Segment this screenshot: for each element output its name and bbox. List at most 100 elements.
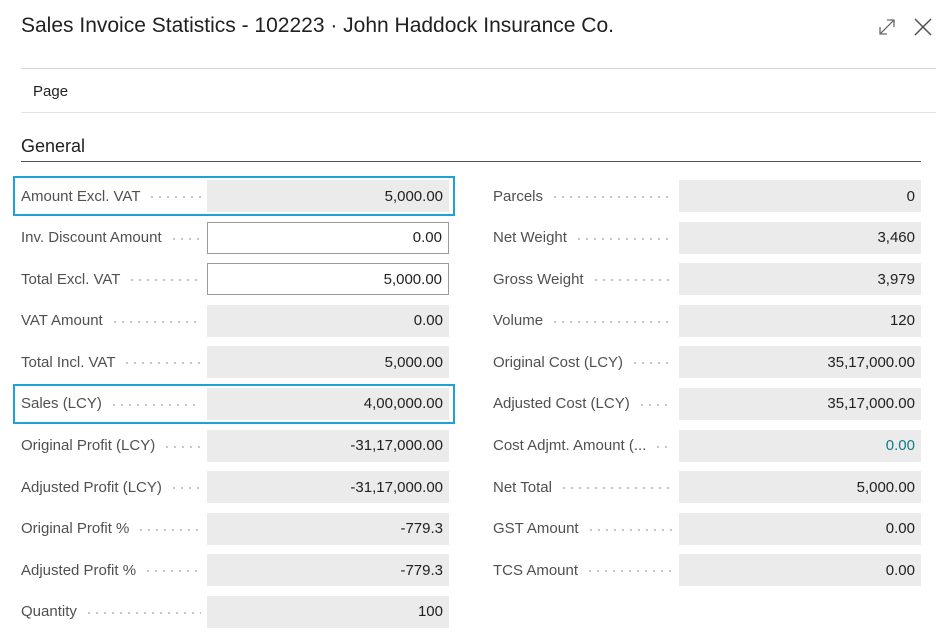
field-value: -31,17,000.00 xyxy=(207,429,449,462)
label-leader-dots xyxy=(169,487,201,490)
field-label-text: Volume xyxy=(493,312,544,330)
field-label: Adjusted Cost (LCY) xyxy=(493,395,679,412)
field-label-text: Original Cost (LCY) xyxy=(493,353,624,371)
field-row: Original Profit % -779.3 xyxy=(21,512,449,545)
expand-icon[interactable] xyxy=(876,16,898,38)
field-label: GST Amount xyxy=(493,520,679,537)
label-leader-dots xyxy=(123,362,201,365)
field-label-text: Amount Excl. VAT xyxy=(21,187,141,205)
field-label-text: Quantity xyxy=(21,603,77,621)
field-row: GST Amount 0.00 xyxy=(493,512,921,545)
field-row: VAT Amount 0.00 xyxy=(21,304,449,337)
field-label: Original Cost (LCY) xyxy=(493,354,679,371)
field-value: 5,000.00 xyxy=(679,471,921,504)
field-label: Volume xyxy=(493,312,679,329)
field-label: Inv. Discount Amount xyxy=(21,229,207,246)
field-label-text: Gross Weight xyxy=(493,270,584,288)
field-label: Cost Adjmt. Amount (... xyxy=(493,437,679,454)
action-bar-divider xyxy=(21,112,936,113)
field-label: Original Profit % xyxy=(21,520,207,537)
field-label-text: Net Weight xyxy=(493,229,567,247)
field-value: 100 xyxy=(207,595,449,628)
field-input[interactable]: 0.00 xyxy=(207,221,449,254)
field-label: TCS Amount xyxy=(493,562,679,579)
field-label-text: TCS Amount xyxy=(493,561,579,579)
field-row: Original Profit (LCY) -31,17,000.00 xyxy=(21,429,449,462)
label-leader-dots xyxy=(148,196,201,198)
field-value: 5,000.00 xyxy=(207,180,449,212)
label-leader-dots xyxy=(109,403,201,406)
right-field-column: Parcels 0 Net Weight 3,460 Gross Weight 3,979… xyxy=(493,180,921,596)
field-row: Net Total 5,000.00 xyxy=(493,471,921,504)
close-icon[interactable] xyxy=(912,16,934,38)
field-row: Volume 120 xyxy=(493,304,921,337)
field-row: Total Incl. VAT 5,000.00 xyxy=(21,346,449,379)
field-label: Amount Excl. VAT xyxy=(21,188,207,205)
field-row: Inv. Discount Amount 0.00 xyxy=(21,221,449,254)
field-label: Quantity xyxy=(21,603,207,620)
section-title-general[interactable]: General xyxy=(21,136,86,156)
field-value: 0.00 xyxy=(207,304,449,337)
field-label-text: Adjusted Profit % xyxy=(21,561,137,579)
label-leader-dots xyxy=(654,445,673,448)
field-label-text: Inv. Discount Amount xyxy=(21,229,162,247)
label-leader-dots xyxy=(586,528,673,531)
field-label-text: GST Amount xyxy=(493,520,579,538)
label-leader-dots xyxy=(84,611,201,614)
field-label-text: Original Profit % xyxy=(21,520,130,538)
field-row: Gross Weight 3,979 xyxy=(493,263,921,296)
field-value: 35,17,000.00 xyxy=(679,387,921,420)
field-value: -779.3 xyxy=(207,554,449,587)
field-value: 0.00 xyxy=(679,512,921,545)
field-row: Amount Excl. VAT 5,000.00 xyxy=(13,176,455,216)
label-leader-dots xyxy=(559,487,673,490)
field-label-text: Total Excl. VAT xyxy=(21,270,121,288)
action-page-tab[interactable]: Page xyxy=(33,83,69,100)
label-leader-dots xyxy=(586,570,673,573)
label-leader-dots xyxy=(163,445,201,448)
label-leader-dots xyxy=(128,279,201,282)
field-row: Adjusted Profit % -779.3 xyxy=(21,554,449,587)
field-label: Net Weight xyxy=(493,229,679,246)
field-value: -779.3 xyxy=(207,512,449,545)
field-row: Sales (LCY) 4,00,000.00 xyxy=(13,383,455,424)
field-label-text: Adjusted Profit (LCY) xyxy=(21,478,162,496)
field-row: Net Weight 3,460 xyxy=(493,221,921,254)
field-row: Total Excl. VAT 5,000.00 xyxy=(21,263,449,296)
field-label-text: Net Total xyxy=(493,478,552,496)
label-leader-dots xyxy=(169,237,201,240)
field-value: 3,979 xyxy=(679,263,921,296)
field-label-text: Total Incl. VAT xyxy=(21,353,116,371)
field-row: TCS Amount 0.00 xyxy=(493,554,921,587)
field-label-text: Parcels xyxy=(493,187,544,205)
field-row: Adjusted Cost (LCY) 35,17,000.00 xyxy=(493,387,921,420)
field-value[interactable]: 0.00 xyxy=(679,429,921,462)
field-row: Parcels 0 xyxy=(493,180,921,212)
field-label: Sales (LCY) xyxy=(21,395,207,412)
field-value: -31,17,000.00 xyxy=(207,471,449,504)
label-leader-dots xyxy=(637,403,673,406)
field-label: Parcels xyxy=(493,188,679,205)
title-divider xyxy=(21,68,936,69)
field-label: Original Profit (LCY) xyxy=(21,437,207,454)
field-row: Original Cost (LCY) 35,17,000.00 xyxy=(493,346,921,379)
left-field-column: Amount Excl. VAT 5,000.00 Inv. Discount Am… xyxy=(13,176,455,638)
field-label: Adjusted Profit (LCY) xyxy=(21,479,207,496)
label-leader-dots xyxy=(137,528,201,531)
field-row: Cost Adjmt. Amount (... 0.00 xyxy=(493,429,921,462)
field-value: 3,460 xyxy=(679,221,921,254)
field-label-text: Sales (LCY) xyxy=(21,395,102,413)
label-leader-dots xyxy=(574,237,673,240)
label-leader-dots xyxy=(631,362,673,365)
field-label: Gross Weight xyxy=(493,271,679,288)
field-value: 0 xyxy=(679,180,921,212)
label-leader-dots xyxy=(144,570,201,573)
field-label-text: Adjusted Cost (LCY) xyxy=(493,395,630,413)
field-label: VAT Amount xyxy=(21,312,207,329)
dialog-title: Sales Invoice Statistics - 102223 · John… xyxy=(21,14,614,37)
field-row: Adjusted Profit (LCY) -31,17,000.00 xyxy=(21,471,449,504)
label-leader-dots xyxy=(591,279,673,282)
field-input[interactable]: 5,000.00 xyxy=(207,263,449,296)
label-leader-dots xyxy=(551,320,673,323)
field-label-text: Original Profit (LCY) xyxy=(21,437,156,455)
